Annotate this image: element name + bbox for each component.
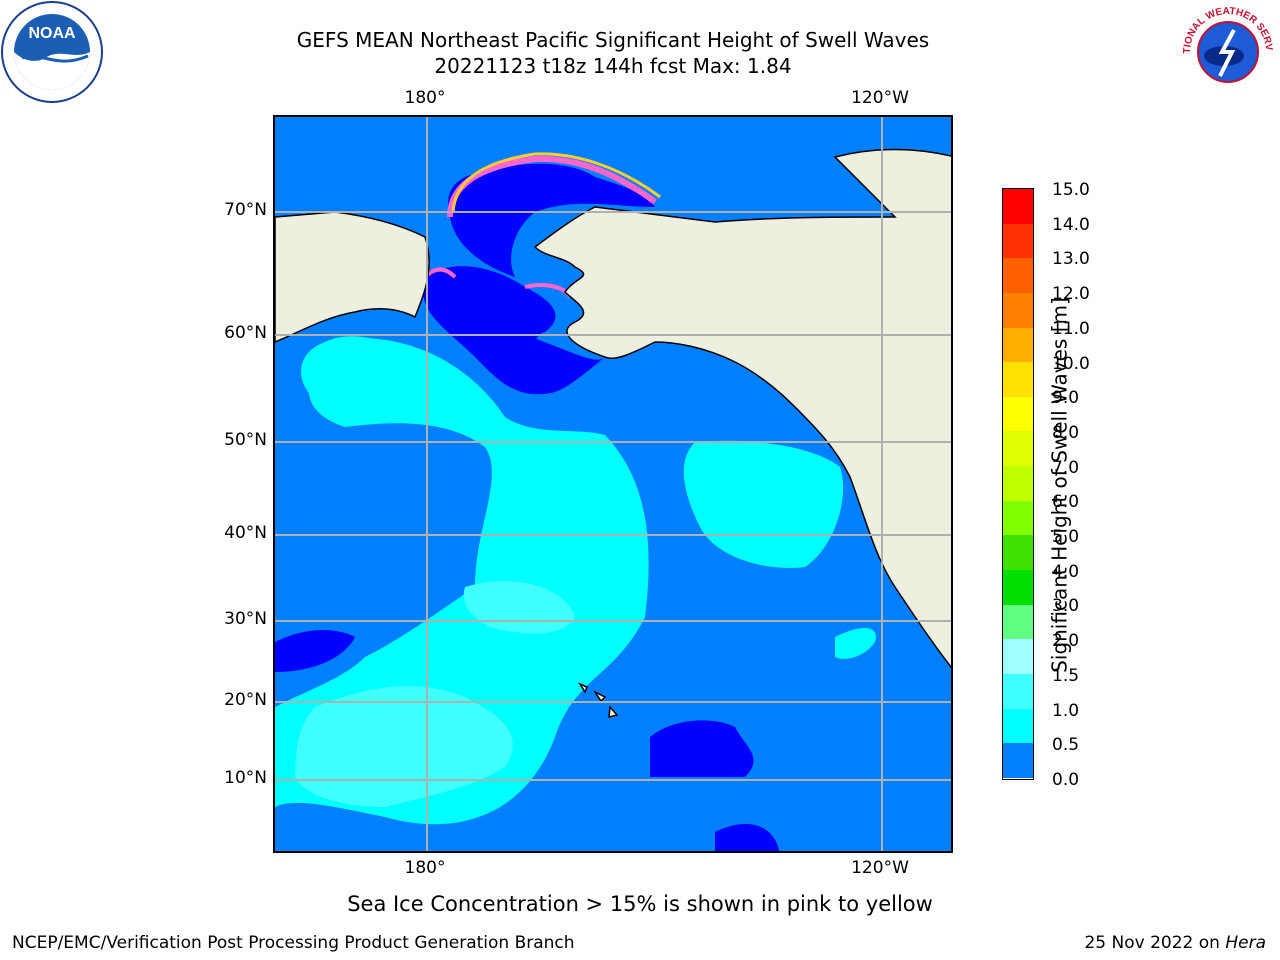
footer-machine: Hera [1225, 933, 1266, 953]
colorbar-tick-label: 1.0 [1052, 700, 1080, 721]
chart-title: GEFS MEAN Northeast Pacific Significant … [296, 28, 930, 52]
colorbar-title: Significant Height of Swell Waves [m] [1047, 297, 1072, 673]
lon-label-120w-top: 120°W [851, 88, 909, 108]
colorbar-segment [1003, 189, 1033, 224]
colorbar-tick-label: 0.5 [1052, 735, 1080, 756]
swell-region-high-nw [301, 336, 438, 418]
colorbar-segment [1003, 743, 1033, 778]
colorbar-tick-label: 13.0 [1052, 249, 1090, 270]
footer-date-text: 25 Nov 2022 on [1084, 933, 1226, 953]
colorbar-tick-label: 5.0 [1052, 527, 1080, 548]
colorbar-segment [1003, 708, 1033, 744]
colorbar-segment [1003, 673, 1033, 709]
swell-region-high-e [835, 627, 876, 659]
swell-region-low-bering [423, 266, 556, 395]
land-siberia [275, 211, 430, 343]
lat-label-50n: 50°N [224, 430, 267, 450]
colorbar-segment [1003, 535, 1033, 571]
swell-region-low-alaska-gulf [515, 332, 605, 393]
footer-credit: NCEP/EMC/Verification Post Processing Pr… [12, 933, 575, 953]
colorbar-segment [1003, 466, 1033, 501]
sea-ice-fringe-yellow [451, 152, 661, 213]
land-north-america [533, 148, 951, 669]
colorbar-tick-label: 2.0 [1052, 631, 1080, 652]
lon-label-120w-bottom: 120°W [851, 858, 909, 878]
colorbar-tick-label: 11.0 [1052, 318, 1090, 339]
map-panel [273, 115, 953, 853]
lat-label-30n: 30°N [224, 609, 267, 629]
sea-ice-footnote: Sea Ice Concentration > 15% is shown in … [347, 892, 933, 916]
colorbar-tick-label: 6.0 [1052, 492, 1080, 513]
noaa-logo-text: NOAA [28, 25, 76, 42]
lat-label-40n: 40°N [224, 523, 267, 543]
colorbar-segment [1003, 639, 1033, 674]
colorbar-segment [1003, 223, 1033, 259]
colorbar-tick-label: 15.0 [1052, 180, 1090, 200]
lat-label-60n: 60°N [224, 323, 267, 343]
swell-region-low-west [275, 630, 355, 672]
colorbar-tick-label: 9.0 [1052, 388, 1080, 409]
chart-subtitle: 20221123 t18z 144h fcst Max: 1.84 [434, 54, 792, 78]
map-svg [275, 117, 951, 851]
colorbar-segment [1003, 570, 1033, 605]
swell-region-low-south [650, 720, 754, 777]
colorbar-segment [1003, 431, 1033, 467]
lat-label-20n: 20°N [224, 690, 267, 710]
colorbar-tick-label: 0.0 [1052, 770, 1080, 790]
lon-label-180-bottom: 180° [404, 858, 446, 878]
colorbar-tick-label: 8.0 [1052, 422, 1080, 443]
colorbar-segment [1003, 500, 1033, 536]
colorbar-segment [1003, 362, 1033, 397]
colorbar-segment [1003, 258, 1033, 293]
colorbar [1002, 188, 1034, 780]
lat-label-70n: 70°N [224, 200, 267, 220]
colorbar-segment [1003, 327, 1033, 363]
colorbar-tick-label: 12.0 [1052, 284, 1090, 305]
swell-region-low-arctic [448, 163, 655, 277]
swell-region-low-south2 [715, 824, 780, 851]
lat-label-10n: 10°N [224, 768, 267, 788]
colorbar-tick-label: 14.0 [1052, 214, 1090, 235]
footer-date: 25 Nov 2022 on Hera [1084, 933, 1266, 953]
lon-label-180-top: 180° [404, 88, 446, 108]
colorbar-tick-label: 4.0 [1052, 561, 1080, 582]
land-hawaii [578, 682, 619, 718]
colorbar-segment [1003, 396, 1033, 432]
graticule [275, 117, 951, 851]
nws-logo: NATIONAL WEATHER SERVICE [1172, 0, 1280, 104]
colorbar-tick-label: 1.5 [1052, 665, 1080, 686]
noaa-logo: NOAA [0, 0, 104, 104]
swell-region-high-ne [683, 440, 844, 568]
swell-region-higher [295, 686, 513, 807]
colorbar-tick-label: 3.0 [1052, 596, 1080, 617]
colorbar-tick-label: 7.0 [1052, 457, 1080, 478]
colorbar-tick-label: 10.0 [1052, 353, 1090, 374]
colorbar-segment [1003, 604, 1033, 640]
colorbar-segment [1003, 292, 1033, 328]
